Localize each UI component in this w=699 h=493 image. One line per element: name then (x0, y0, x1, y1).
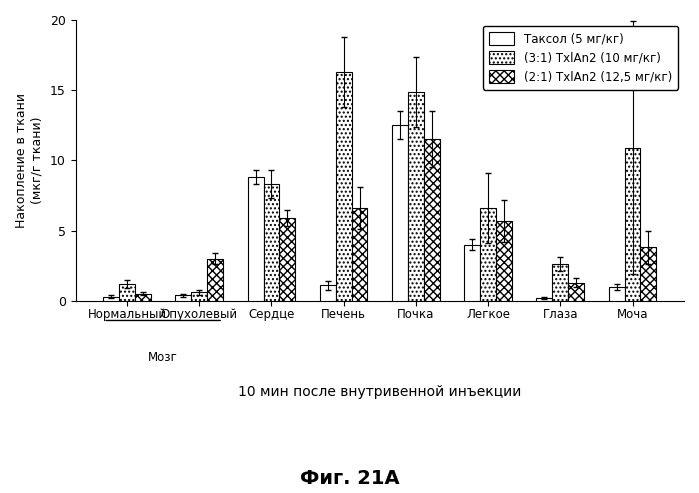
Bar (392, 125, 408, 301)
Bar (568, 282, 584, 301)
Bar (464, 245, 480, 301)
Bar (640, 247, 656, 301)
Bar (119, 284, 135, 301)
Bar (609, 287, 625, 301)
Bar (103, 297, 119, 301)
Bar (247, 177, 264, 301)
Legend: Таксол (5 мг/кг), (3:1) TxlAn2 (10 мг/кг), (2:1) TxlAn2 (12,5 мг/кг): Таксол (5 мг/кг), (3:1) TxlAn2 (10 мг/кг… (482, 26, 678, 90)
Bar (625, 148, 640, 301)
Bar (536, 298, 552, 301)
Bar (408, 92, 424, 301)
Bar (352, 208, 368, 301)
Bar (207, 259, 223, 301)
Bar (496, 221, 512, 301)
Bar (336, 72, 352, 301)
Bar (424, 140, 440, 301)
Bar (480, 208, 496, 301)
Bar (264, 184, 280, 301)
Bar (135, 294, 151, 301)
Y-axis label: Накопление в ткани
(мкг/г ткани): Накопление в ткани (мкг/г ткани) (15, 93, 43, 228)
Text: 10 мин после внутривенной инъекции: 10 мин после внутривенной инъекции (238, 385, 521, 399)
Bar (320, 285, 336, 301)
Text: Мозг: Мозг (148, 352, 178, 364)
Bar (552, 264, 568, 301)
Bar (175, 295, 192, 301)
Bar (280, 218, 295, 301)
Text: Фиг. 21A: Фиг. 21A (300, 469, 399, 488)
Bar (192, 292, 207, 301)
